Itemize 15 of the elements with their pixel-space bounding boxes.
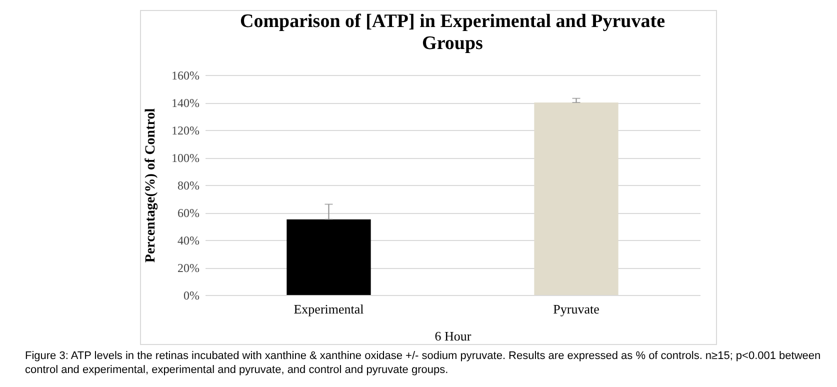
y-tick-label: 20% <box>178 261 200 275</box>
x-tick-label: Experimental <box>294 302 364 316</box>
y-tick-label: 140% <box>172 96 200 110</box>
x-axis-title: 6 Hour <box>434 328 472 344</box>
y-tick-label: 160% <box>172 68 200 82</box>
y-tick-label: 60% <box>178 206 200 220</box>
y-tick-label: 100% <box>172 151 200 165</box>
y-tick-label: 80% <box>178 178 200 192</box>
y-axis-title: Percentage(%) of Control <box>144 108 159 263</box>
y-tick-label: 40% <box>178 234 200 248</box>
y-tick-label: 120% <box>172 124 200 138</box>
y-tick-label: 0% <box>184 288 200 302</box>
caption: Figure 3: ATP levels in the retinas incubated with xanthine & xanthine oxidase +/- sodium pyruvate. Results are expressed as % of controls. n≥15; p<0.001 between control and experimental, experimental and pyruvate, and control and pyruvate groups. <box>25 349 822 377</box>
chart-title: Comparison of [ATP] in Experimental and Pyruvate Groups <box>240 11 666 54</box>
x-tick-label: Pyruvate <box>553 302 600 316</box>
